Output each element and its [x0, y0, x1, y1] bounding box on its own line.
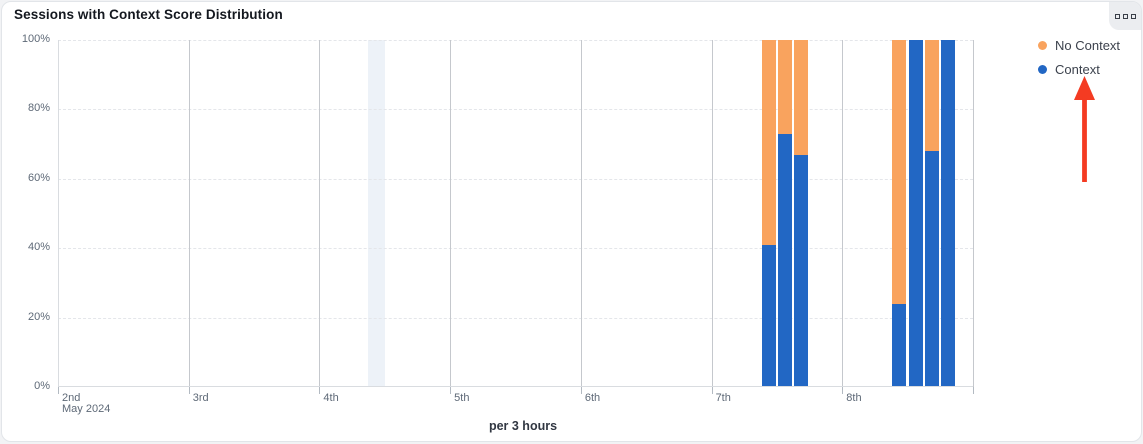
gridline-horizontal	[58, 40, 973, 41]
chart-title: Sessions with Context Score Distribution	[14, 7, 283, 22]
x-axis-tick	[188, 387, 190, 394]
bar-8th-slot-4[interactable]	[908, 40, 923, 386]
segment-context	[892, 303, 907, 386]
x-axis-tick-label: 2nd	[62, 392, 81, 404]
square-dot-icon	[1114, 13, 1120, 19]
x-axis-tick-label: 7th	[715, 392, 731, 404]
gridline-horizontal	[58, 248, 973, 250]
segment-context	[941, 40, 956, 386]
y-axis-tick-label: 60%	[27, 171, 50, 184]
y-axis-tick-label: 20%	[27, 310, 50, 323]
gridline-vertical	[973, 40, 974, 387]
x-axis-title: per 3 hours	[488, 419, 558, 433]
segment-context	[924, 151, 939, 386]
more-options-button[interactable]	[1109, 2, 1141, 30]
y-axis-tick-label: 0%	[34, 380, 50, 392]
square-dot-icon	[1130, 13, 1136, 19]
x-axis-tick-label: 5th	[454, 392, 470, 404]
segment-context	[761, 244, 776, 386]
bar-7th-slot-4[interactable]	[777, 40, 792, 386]
x-axis-tick	[58, 387, 59, 394]
gridline-vertical	[842, 40, 844, 387]
bar-7th-slot-5[interactable]	[794, 40, 809, 386]
legend-item-context[interactable]: Context	[1038, 61, 1120, 77]
gridline-horizontal	[58, 109, 973, 111]
x-axis-line	[58, 386, 973, 387]
segment-no-context	[892, 40, 907, 304]
segment-no-context	[794, 40, 809, 155]
legend-item-no-context[interactable]: No Context	[1038, 37, 1120, 53]
x-axis-tick	[842, 387, 844, 394]
legend: No Context Context	[1038, 37, 1120, 77]
legend-dot-no-context-icon	[1038, 40, 1047, 50]
y-axis-tick-label: 80%	[27, 102, 50, 115]
gridline-vertical	[450, 40, 452, 387]
legend-label-no-context: No Context	[1055, 37, 1121, 53]
x-axis-month-label: May 2024	[62, 403, 111, 415]
x-axis-tick	[450, 387, 452, 394]
segment-context	[908, 40, 923, 386]
segment-context	[777, 133, 792, 386]
segment-context	[794, 154, 809, 386]
y-axis-tick-label: 40%	[27, 241, 50, 254]
gridline-vertical	[188, 40, 190, 387]
gridline-vertical	[580, 40, 582, 387]
gridline-vertical	[319, 40, 321, 387]
x-axis-tick-label: 8th	[846, 392, 862, 404]
bar-8th-slot-6[interactable]	[941, 40, 956, 386]
x-axis-tick	[973, 387, 974, 394]
plot-area[interactable]: 100% 80% 60% 40% 20% 0% 2nd 3rd 4th 5th 6th 7th 8th	[22, 33, 974, 404]
x-axis-tick	[580, 387, 582, 394]
gridline-horizontal	[58, 178, 973, 180]
x-axis-tick-label: 6th	[584, 392, 601, 404]
annotation-arrow-up-icon	[1074, 76, 1095, 182]
x-axis-tick-label: 3rd	[192, 392, 209, 404]
bar-8th-slot-5[interactable]	[924, 40, 939, 386]
bar-7th-slot-3[interactable]	[761, 40, 776, 386]
y-axis-tick-label: 100%	[21, 33, 50, 45]
highlight-band	[368, 40, 385, 387]
gridline-vertical	[711, 40, 713, 387]
legend-dot-context-icon	[1038, 64, 1047, 74]
bar-8th-slot-3[interactable]	[892, 40, 907, 386]
segment-no-context	[924, 40, 939, 152]
gridline-horizontal	[58, 317, 973, 319]
x-axis-tick-label: 4th	[323, 392, 339, 404]
x-axis-tick	[319, 387, 321, 394]
square-dot-icon	[1122, 13, 1128, 19]
segment-no-context	[761, 40, 776, 245]
y-axis-line	[58, 40, 59, 387]
legend-label-context: Context	[1055, 61, 1100, 77]
segment-no-context	[777, 40, 792, 134]
x-axis-tick	[711, 387, 713, 394]
